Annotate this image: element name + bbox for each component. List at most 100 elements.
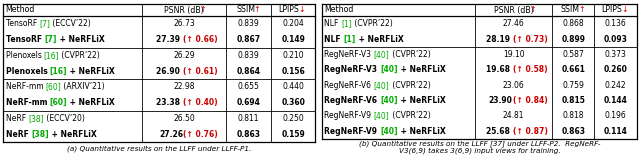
Text: 28.19: 28.19 <box>486 35 513 43</box>
Text: 26.29: 26.29 <box>173 51 195 60</box>
Text: (↑ 0.66): (↑ 0.66) <box>183 35 218 44</box>
Text: 0.587: 0.587 <box>563 50 584 59</box>
Text: 0.867: 0.867 <box>237 35 260 44</box>
Text: 0.818: 0.818 <box>563 111 584 120</box>
Text: + NeRFLiX: + NeRFLiX <box>356 35 404 43</box>
Text: 0.655: 0.655 <box>238 82 260 91</box>
Text: 19.68: 19.68 <box>486 65 513 74</box>
Text: ↑: ↑ <box>253 5 260 14</box>
Text: 0.661: 0.661 <box>561 65 585 74</box>
Text: NeRF: NeRF <box>6 114 28 123</box>
Text: SSIM: SSIM <box>561 5 580 14</box>
Text: 0.250: 0.250 <box>282 114 304 123</box>
Text: ↑: ↑ <box>578 5 584 14</box>
Text: [60]: [60] <box>45 82 61 91</box>
Text: Plenoxels: Plenoxels <box>6 51 44 60</box>
Text: + NeRFLiX: + NeRFLiX <box>397 65 445 74</box>
Text: [40]: [40] <box>380 65 397 74</box>
Text: 23.90: 23.90 <box>489 96 513 105</box>
Text: LPIPS: LPIPS <box>279 5 300 14</box>
Text: (ARXIV’21): (ARXIV’21) <box>61 82 105 91</box>
Text: [7]: [7] <box>44 35 56 44</box>
Text: [7]: [7] <box>39 19 50 28</box>
Text: ↓: ↓ <box>621 5 628 14</box>
Text: Method: Method <box>324 5 354 14</box>
Text: (↑ 0.61): (↑ 0.61) <box>183 67 218 76</box>
Text: Plenoxels: Plenoxels <box>6 67 50 76</box>
Text: 0.373: 0.373 <box>605 50 627 59</box>
Text: [38]: [38] <box>31 130 49 139</box>
Text: 0.156: 0.156 <box>282 67 305 76</box>
Text: [40]: [40] <box>374 50 390 59</box>
Text: (CVPR’22): (CVPR’22) <box>352 19 393 28</box>
Text: [40]: [40] <box>380 127 397 136</box>
Text: 0.759: 0.759 <box>563 81 584 90</box>
Text: 26.73: 26.73 <box>173 19 195 28</box>
Text: (ECCV’20): (ECCV’20) <box>44 114 84 123</box>
Text: [60]: [60] <box>50 98 67 107</box>
Text: 0.114: 0.114 <box>604 127 628 136</box>
Text: 25.68: 25.68 <box>486 127 513 136</box>
Text: 19.10: 19.10 <box>503 50 525 59</box>
Text: NLF: NLF <box>324 35 344 43</box>
Text: 0.811: 0.811 <box>238 114 259 123</box>
Text: 0.440: 0.440 <box>282 82 304 91</box>
Text: RegNeRF-V3: RegNeRF-V3 <box>324 65 380 74</box>
Text: 0.210: 0.210 <box>282 51 304 60</box>
Text: 26.50: 26.50 <box>173 114 195 123</box>
Text: RegNeRF-V6: RegNeRF-V6 <box>324 81 374 90</box>
Text: 0.093: 0.093 <box>604 35 628 43</box>
Text: 0.868: 0.868 <box>563 19 584 28</box>
Text: 27.39: 27.39 <box>156 35 183 44</box>
Text: [40]: [40] <box>374 81 390 90</box>
Text: (CVPR’22): (CVPR’22) <box>60 51 100 60</box>
Text: + NeRFLiX: + NeRFLiX <box>49 130 97 139</box>
Text: RegNeRF-V3: RegNeRF-V3 <box>324 50 374 59</box>
Text: TensoRF: TensoRF <box>6 19 39 28</box>
Text: (CVPR’22): (CVPR’22) <box>390 81 430 90</box>
Text: RegNeRF-V6: RegNeRF-V6 <box>324 96 380 105</box>
Text: 0.242: 0.242 <box>605 81 627 90</box>
Text: 0.196: 0.196 <box>605 111 627 120</box>
Text: (a) Quantitative results on the LLFF under LLFF-P1.: (a) Quantitative results on the LLFF und… <box>67 145 251 152</box>
Text: (↑ 0.73): (↑ 0.73) <box>513 35 547 43</box>
Text: NeRF-mm: NeRF-mm <box>6 82 45 91</box>
Text: 24.81: 24.81 <box>503 111 524 120</box>
Text: ↓: ↓ <box>299 5 305 14</box>
Text: ↑: ↑ <box>529 5 536 14</box>
Text: RegNeRF-V9: RegNeRF-V9 <box>324 111 374 120</box>
Text: (↑ 0.40): (↑ 0.40) <box>183 98 218 107</box>
Text: + NeRFLiX: + NeRFLiX <box>397 96 445 105</box>
Text: 23.06: 23.06 <box>503 81 525 90</box>
Text: NeRF-mm: NeRF-mm <box>6 98 50 107</box>
Text: 27.46: 27.46 <box>503 19 525 28</box>
Text: 27.26: 27.26 <box>159 130 183 139</box>
Text: PSNR (dB): PSNR (dB) <box>164 5 204 14</box>
Text: 0.204: 0.204 <box>282 19 304 28</box>
Text: 0.159: 0.159 <box>282 130 305 139</box>
Text: 0.149: 0.149 <box>281 35 305 44</box>
Text: 0.694: 0.694 <box>237 98 260 107</box>
Text: 26.90: 26.90 <box>156 67 183 76</box>
Text: (CVPR’22): (CVPR’22) <box>390 111 430 120</box>
Text: PSNR (dB): PSNR (dB) <box>494 5 534 14</box>
Text: (↑ 0.84): (↑ 0.84) <box>513 96 547 105</box>
Text: [1]: [1] <box>344 35 356 43</box>
Text: (CVPR’22): (CVPR’22) <box>390 50 430 59</box>
Text: + NeRFLiX: + NeRFLiX <box>397 127 445 136</box>
Text: NLF: NLF <box>324 19 341 28</box>
Text: + NeRFLiX: + NeRFLiX <box>56 35 104 44</box>
Text: Method: Method <box>6 5 35 14</box>
Text: SSIM: SSIM <box>236 5 255 14</box>
Text: LPIPS: LPIPS <box>602 5 622 14</box>
Text: (↑ 0.87): (↑ 0.87) <box>513 127 548 136</box>
Text: V3(6,9) takes 3(6,9) input views for training.: V3(6,9) takes 3(6,9) input views for tra… <box>399 147 560 154</box>
Text: (ECCV’22): (ECCV’22) <box>50 19 91 28</box>
Text: [38]: [38] <box>28 114 44 123</box>
Text: [40]: [40] <box>374 111 390 120</box>
Text: 0.815: 0.815 <box>561 96 585 105</box>
Text: [16]: [16] <box>50 67 67 76</box>
Text: 0.863: 0.863 <box>237 130 260 139</box>
Text: 0.136: 0.136 <box>605 19 627 28</box>
Text: (↑ 0.76): (↑ 0.76) <box>183 130 218 139</box>
